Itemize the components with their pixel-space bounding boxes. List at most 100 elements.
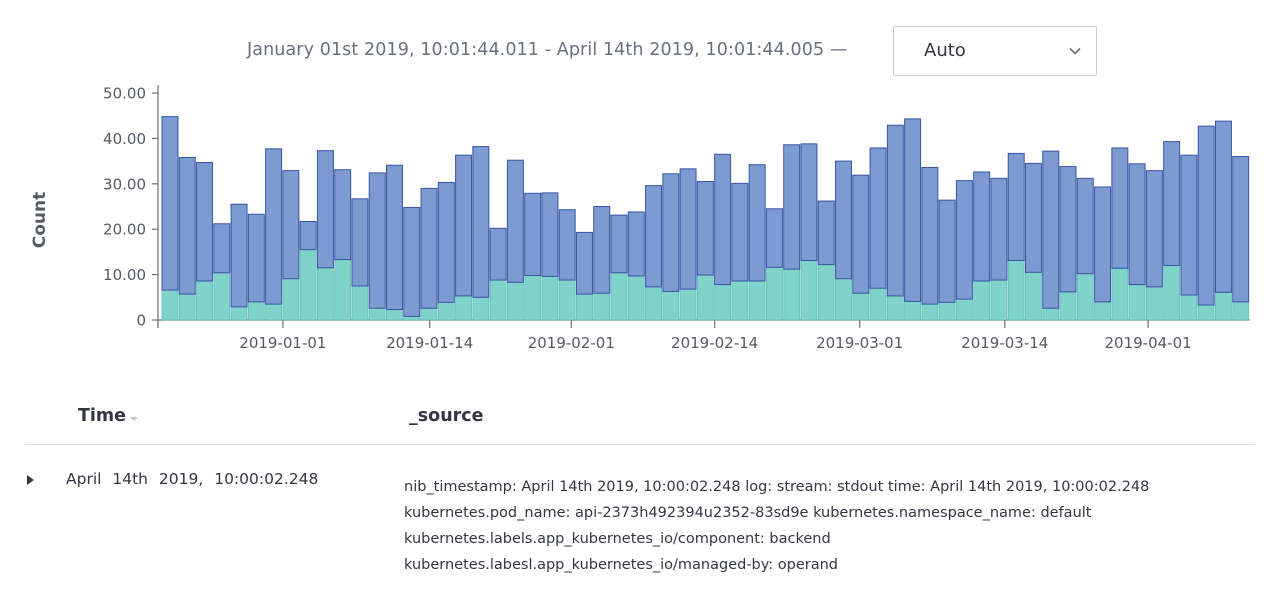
bar-segment-bottom[interactable] bbox=[558, 279, 576, 321]
bar-segment-top[interactable] bbox=[575, 231, 593, 295]
bar-segment-bottom[interactable] bbox=[1145, 286, 1163, 321]
bar-segment-top[interactable] bbox=[455, 154, 473, 297]
bar-segment-bottom[interactable] bbox=[524, 275, 542, 321]
bar-segment-top[interactable] bbox=[420, 187, 438, 309]
bar-segment-bottom[interactable] bbox=[368, 307, 386, 321]
bar-segment-top[interactable] bbox=[696, 181, 714, 276]
bar-segment-bottom[interactable] bbox=[783, 268, 801, 321]
bar-segment-top[interactable] bbox=[835, 160, 852, 280]
bar-segment-bottom[interactable] bbox=[696, 274, 714, 321]
bar-segment-bottom[interactable] bbox=[1128, 284, 1146, 321]
bar-segment-bottom[interactable] bbox=[196, 280, 213, 321]
bar-segment-top[interactable] bbox=[869, 147, 887, 289]
bar-segment-bottom[interactable] bbox=[800, 260, 818, 321]
bar-segment-bottom[interactable] bbox=[351, 285, 369, 321]
bar-segment-bottom[interactable] bbox=[748, 280, 766, 321]
bar-segment-top[interactable] bbox=[627, 211, 645, 277]
bar-segment-top[interactable] bbox=[593, 206, 611, 294]
bar-segment-bottom[interactable] bbox=[213, 272, 231, 321]
bar-segment-bottom[interactable] bbox=[541, 276, 559, 321]
bar-segment-bottom[interactable] bbox=[161, 289, 179, 321]
bar-segment-top[interactable] bbox=[1059, 166, 1077, 293]
bar-segment-top[interactable] bbox=[368, 172, 386, 309]
bar-segment-top[interactable] bbox=[541, 192, 559, 277]
bar-segment-bottom[interactable] bbox=[455, 295, 472, 321]
bar-segment-bottom[interactable] bbox=[299, 249, 317, 321]
bar-segment-bottom[interactable] bbox=[817, 264, 835, 321]
column-header-time[interactable]: Time bbox=[78, 406, 127, 426]
bar-segment-bottom[interactable] bbox=[731, 280, 749, 321]
bar-segment-bottom[interactable] bbox=[835, 278, 852, 321]
bar-segment-top[interactable] bbox=[524, 192, 542, 277]
bar-segment-bottom[interactable] bbox=[317, 267, 334, 321]
bar-segment-bottom[interactable] bbox=[230, 306, 248, 321]
bar-segment-top[interactable] bbox=[921, 166, 939, 305]
bar-segment-bottom[interactable] bbox=[1232, 301, 1250, 321]
bar-segment-bottom[interactable] bbox=[610, 272, 628, 321]
bar-segment-bottom[interactable] bbox=[1094, 301, 1111, 321]
bar-segment-top[interactable] bbox=[316, 150, 334, 269]
bar-segment-top[interactable] bbox=[938, 199, 956, 303]
bar-segment-bottom[interactable] bbox=[472, 296, 490, 321]
bar-segment-bottom[interactable] bbox=[265, 303, 282, 321]
bar-segment-bottom[interactable] bbox=[247, 301, 265, 321]
bar-segment-bottom[interactable] bbox=[679, 288, 697, 321]
bar-segment-top[interactable] bbox=[282, 170, 300, 280]
bar-segment-top[interactable] bbox=[506, 159, 524, 283]
bar-segment-top[interactable] bbox=[1232, 156, 1250, 303]
bar-segment-top[interactable] bbox=[386, 164, 403, 311]
bar-segment-bottom[interactable] bbox=[904, 300, 921, 321]
bar-segment-bottom[interactable] bbox=[645, 286, 662, 321]
bar-segment-bottom[interactable] bbox=[576, 293, 593, 321]
bar-segment-bottom[interactable] bbox=[714, 284, 732, 321]
bar-segment-top[interactable] bbox=[783, 144, 801, 270]
bar-segment-bottom[interactable] bbox=[938, 301, 956, 321]
bar-segment-bottom[interactable] bbox=[869, 287, 887, 321]
bar-segment-top[interactable] bbox=[178, 156, 196, 295]
bar-segment-top[interactable] bbox=[196, 161, 214, 282]
sort-down-icon[interactable] bbox=[129, 414, 139, 424]
bar-segment-top[interactable] bbox=[1042, 150, 1060, 309]
bar-segment-bottom[interactable] bbox=[627, 275, 645, 321]
bar-segment-bottom[interactable] bbox=[593, 292, 611, 321]
bar-segment-top[interactable] bbox=[904, 118, 922, 302]
bar-segment-top[interactable] bbox=[765, 208, 783, 268]
bar-segment-bottom[interactable] bbox=[766, 266, 783, 321]
bar-segment-bottom[interactable] bbox=[403, 315, 421, 321]
bar-segment-top[interactable] bbox=[714, 153, 732, 286]
bar-segment-bottom[interactable] bbox=[1076, 273, 1094, 321]
bar-segment-top[interactable] bbox=[731, 182, 749, 282]
bar-segment-top[interactable] bbox=[472, 146, 490, 298]
bar-segment-top[interactable] bbox=[1180, 154, 1198, 296]
expand-row-icon[interactable] bbox=[25, 473, 37, 487]
bar-segment-top[interactable] bbox=[852, 174, 870, 294]
bar-segment-top[interactable] bbox=[1145, 170, 1163, 288]
bar-segment-bottom[interactable] bbox=[437, 301, 455, 321]
bar-segment-top[interactable] bbox=[351, 198, 369, 287]
bar-segment-top[interactable] bbox=[886, 124, 904, 297]
bar-segment-top[interactable] bbox=[230, 203, 248, 308]
bar-segment-top[interactable] bbox=[403, 206, 421, 317]
bar-segment-bottom[interactable] bbox=[1111, 267, 1129, 321]
bar-segment-top[interactable] bbox=[610, 214, 628, 274]
bar-segment-top[interactable] bbox=[748, 164, 766, 282]
bar-segment-top[interactable] bbox=[1076, 177, 1094, 275]
bar-segment-top[interactable] bbox=[990, 177, 1008, 281]
bar-segment-top[interactable] bbox=[1128, 163, 1146, 286]
bar-segment-bottom[interactable] bbox=[1180, 294, 1198, 321]
bar-segment-bottom[interactable] bbox=[1163, 265, 1181, 321]
bar-segment-top[interactable] bbox=[489, 227, 507, 281]
bar-segment-top[interactable] bbox=[558, 209, 576, 281]
bar-segment-top[interactable] bbox=[299, 220, 317, 251]
bar-segment-bottom[interactable] bbox=[956, 298, 973, 321]
bar-segment-top[interactable] bbox=[817, 200, 835, 266]
bar-segment-top[interactable] bbox=[1024, 162, 1042, 273]
bar-segment-top[interactable] bbox=[334, 169, 352, 261]
bar-segment-top[interactable] bbox=[1111, 147, 1129, 269]
bar-segment-top[interactable] bbox=[265, 148, 283, 305]
bar-segment-bottom[interactable] bbox=[420, 307, 438, 321]
bar-segment-bottom[interactable] bbox=[282, 278, 300, 321]
bar-segment-bottom[interactable] bbox=[921, 303, 939, 321]
bar-segment-bottom[interactable] bbox=[990, 279, 1008, 321]
bar-segment-bottom[interactable] bbox=[1007, 260, 1025, 321]
